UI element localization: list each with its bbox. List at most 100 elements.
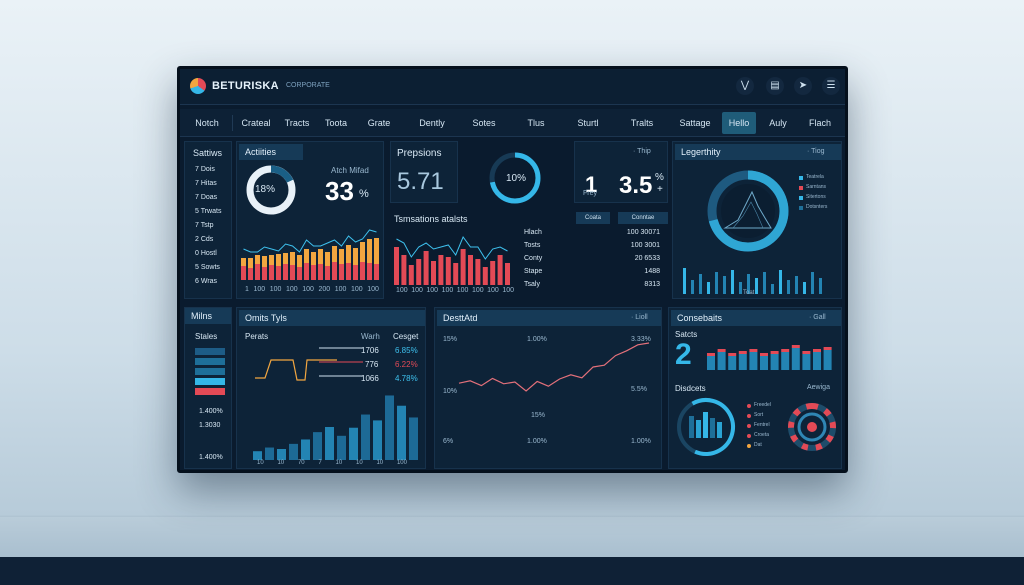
- transactions-bar-chart: [394, 235, 510, 285]
- consebaits-bar-cap: [781, 349, 790, 352]
- prepsions-title: Prepsions: [397, 148, 442, 159]
- table-row: Hlach 100 30071: [524, 229, 664, 242]
- nav-item-hello[interactable]: Hello: [722, 112, 756, 134]
- sidebar-item[interactable]: 5 Sowts: [195, 264, 220, 271]
- desttatd-label: 15%: [531, 412, 546, 419]
- disdcets-radial-chart: [788, 403, 836, 451]
- sidebar-item[interactable]: 7 Dois: [195, 166, 215, 173]
- activities-stat-value: 33: [325, 176, 354, 206]
- legerthity-bar: [811, 272, 814, 294]
- consebaits-header-right: · Gall: [809, 314, 826, 321]
- stale-bar: [195, 358, 225, 365]
- stat-panel-num: 1: [585, 172, 598, 197]
- axis-label: 100: [396, 287, 408, 294]
- legerthity-bar: [739, 282, 742, 294]
- nav-item-tralts[interactable]: Tralts: [630, 118, 654, 128]
- axis-label: 100: [302, 286, 314, 293]
- activities-bar: [297, 267, 302, 280]
- legerthity-bar: [683, 268, 686, 294]
- omits-row-pct: 6.22%: [395, 360, 418, 369]
- legerthity-header-right: · Tiog: [807, 148, 825, 155]
- filter-icon[interactable]: ⋁: [736, 77, 754, 95]
- sidebar-item[interactable]: 6 Wras: [195, 278, 218, 285]
- sidebar-item[interactable]: 2 Cds: [195, 236, 214, 243]
- omits-panel: Omits Tyls Perats Warh Cesget 1706 6.85%…: [236, 307, 426, 469]
- coata-button[interactable]: Coata: [576, 212, 610, 224]
- nav-item-auly[interactable]: Auly: [769, 118, 787, 128]
- disdcets-right: Aewiga: [807, 384, 830, 391]
- stale-bar: [195, 378, 225, 385]
- nav-item-sotes[interactable]: Sotes: [472, 118, 496, 128]
- activities-bar: [374, 264, 379, 280]
- brand-subtitle: CORPORATE: [286, 82, 330, 89]
- consebaits-bar: [760, 356, 768, 370]
- omits-row-value: 1706: [361, 346, 379, 355]
- nav-item-notch[interactable]: Notch: [195, 118, 219, 128]
- omits-col3: Cesget: [393, 332, 419, 341]
- activities-bar: [283, 264, 288, 280]
- nav-item-toota[interactable]: Toota: [324, 118, 348, 128]
- activities-bar: [346, 263, 351, 280]
- desttatd-panel: DesttAtd · Lioll 15% 1.00% 3.33% 10% 5.5…: [434, 307, 662, 469]
- axis-label: 7: [318, 460, 322, 466]
- table-row: Tsaly 8313: [524, 281, 664, 294]
- consebaits-bar-cap: [717, 349, 726, 352]
- nav-item-sturtl[interactable]: Sturtl: [577, 118, 599, 128]
- table-cell-label: Tsaly: [524, 281, 540, 288]
- activities-stat-unit: %: [359, 188, 369, 200]
- sidebar-item[interactable]: 7 Doas: [195, 194, 218, 201]
- nav-item-crateal[interactable]: Crateal: [241, 118, 271, 128]
- omits-bar: [301, 439, 310, 460]
- axis-label: 200: [318, 286, 331, 293]
- nav-item-grate[interactable]: Grate: [367, 118, 391, 128]
- conntae-button[interactable]: Conntae: [618, 212, 668, 224]
- axis-label: 10: [356, 460, 363, 466]
- activities-bar: [248, 268, 253, 280]
- ring-gauge: [489, 152, 541, 204]
- consebaits-bar-cap: [823, 347, 832, 350]
- activities-bar: [339, 264, 344, 280]
- document-icon[interactable]: ▤: [766, 77, 784, 95]
- axis-label: 100: [487, 287, 499, 294]
- nav-item-tracts[interactable]: Tracts: [284, 118, 310, 128]
- sidebar-item[interactable]: 7 Hitas: [195, 180, 217, 187]
- consebaits-bar: [717, 352, 726, 370]
- nav-item-flach[interactable]: Flach: [808, 118, 831, 128]
- sidebar-item[interactable]: 7 Tstp: [195, 222, 214, 229]
- nav-item-tlus[interactable]: Tlus: [527, 118, 545, 128]
- consebaits-bar: [738, 354, 747, 370]
- legerthity-ring-chart: [707, 170, 789, 252]
- nav-item-dently[interactable]: Dently: [419, 118, 445, 128]
- activities-bar: [290, 252, 295, 265]
- transactions-bar: [408, 265, 414, 285]
- transactions-bar: [460, 249, 466, 285]
- sidebar-item[interactable]: 5 Trwats: [195, 208, 222, 215]
- top-bar: BETURISKA CORPORATE ⋁ ▤ ➤ ☰: [180, 69, 845, 105]
- menu-icon[interactable]: ☰: [822, 77, 840, 95]
- nav-item-sattage[interactable]: Sattage: [679, 118, 711, 128]
- pin-icon[interactable]: ➤: [794, 77, 812, 95]
- legerthity-bar: [707, 282, 710, 294]
- table-cell-label: Stape: [524, 268, 543, 275]
- sidebar-item[interactable]: 0 Hostl: [195, 250, 217, 257]
- consebaits-bar-cap: [749, 349, 758, 352]
- desttatd-header-right: · Lioll: [631, 314, 648, 321]
- omits-step-line: [255, 347, 363, 381]
- axis-label: 100: [253, 286, 266, 293]
- activities-bar: [353, 248, 358, 265]
- activities-bar: [269, 255, 274, 265]
- activities-bar: [297, 255, 302, 267]
- consebaits-bar-cap: [791, 345, 800, 348]
- consebaits-bar: [749, 352, 758, 370]
- stat-panel-value: 3.5: [619, 172, 653, 199]
- consebaits-bar-chart: [707, 345, 832, 370]
- stat-panel-unit: %: [655, 172, 664, 183]
- omits-bar: [265, 447, 274, 460]
- legerthity-bar: [731, 270, 734, 294]
- desttatd-label: 1.00%: [527, 438, 547, 445]
- transactions-bar: [453, 263, 459, 285]
- ring-gauge-pct: 10%: [506, 173, 527, 184]
- axis-label: 1: [245, 286, 249, 293]
- transactions-bar: [416, 259, 422, 285]
- axis-label: 10: [257, 460, 264, 466]
